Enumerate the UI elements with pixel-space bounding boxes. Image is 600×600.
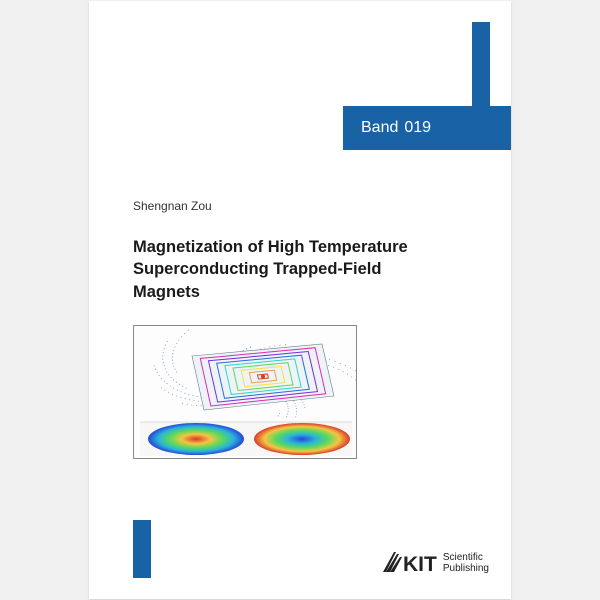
book-title: Magnetization of High Temperature Superc…	[133, 236, 433, 303]
author-name: Shengnan Zou	[133, 199, 212, 213]
bottom-accent-bar	[133, 520, 151, 578]
band-label: Band	[361, 119, 398, 137]
publisher-line1: Scientific	[443, 552, 489, 563]
publisher-text: Scientific Publishing	[443, 552, 489, 575]
volume-band: Band 019	[343, 106, 511, 150]
volume-number: 019	[404, 119, 431, 137]
simulation-plot	[134, 326, 357, 459]
top-accent-bar	[472, 22, 490, 106]
kit-logo: KIT	[383, 549, 437, 575]
kit-text: KIT	[403, 553, 437, 575]
publisher-block: KIT Scientific Publishing	[383, 549, 489, 575]
kit-logo-svg: KIT	[383, 549, 437, 575]
book-cover: Band 019 Shengnan Zou Magnetization of H…	[89, 1, 511, 599]
cover-figure	[133, 325, 357, 459]
publisher-line2: Publishing	[443, 563, 489, 574]
